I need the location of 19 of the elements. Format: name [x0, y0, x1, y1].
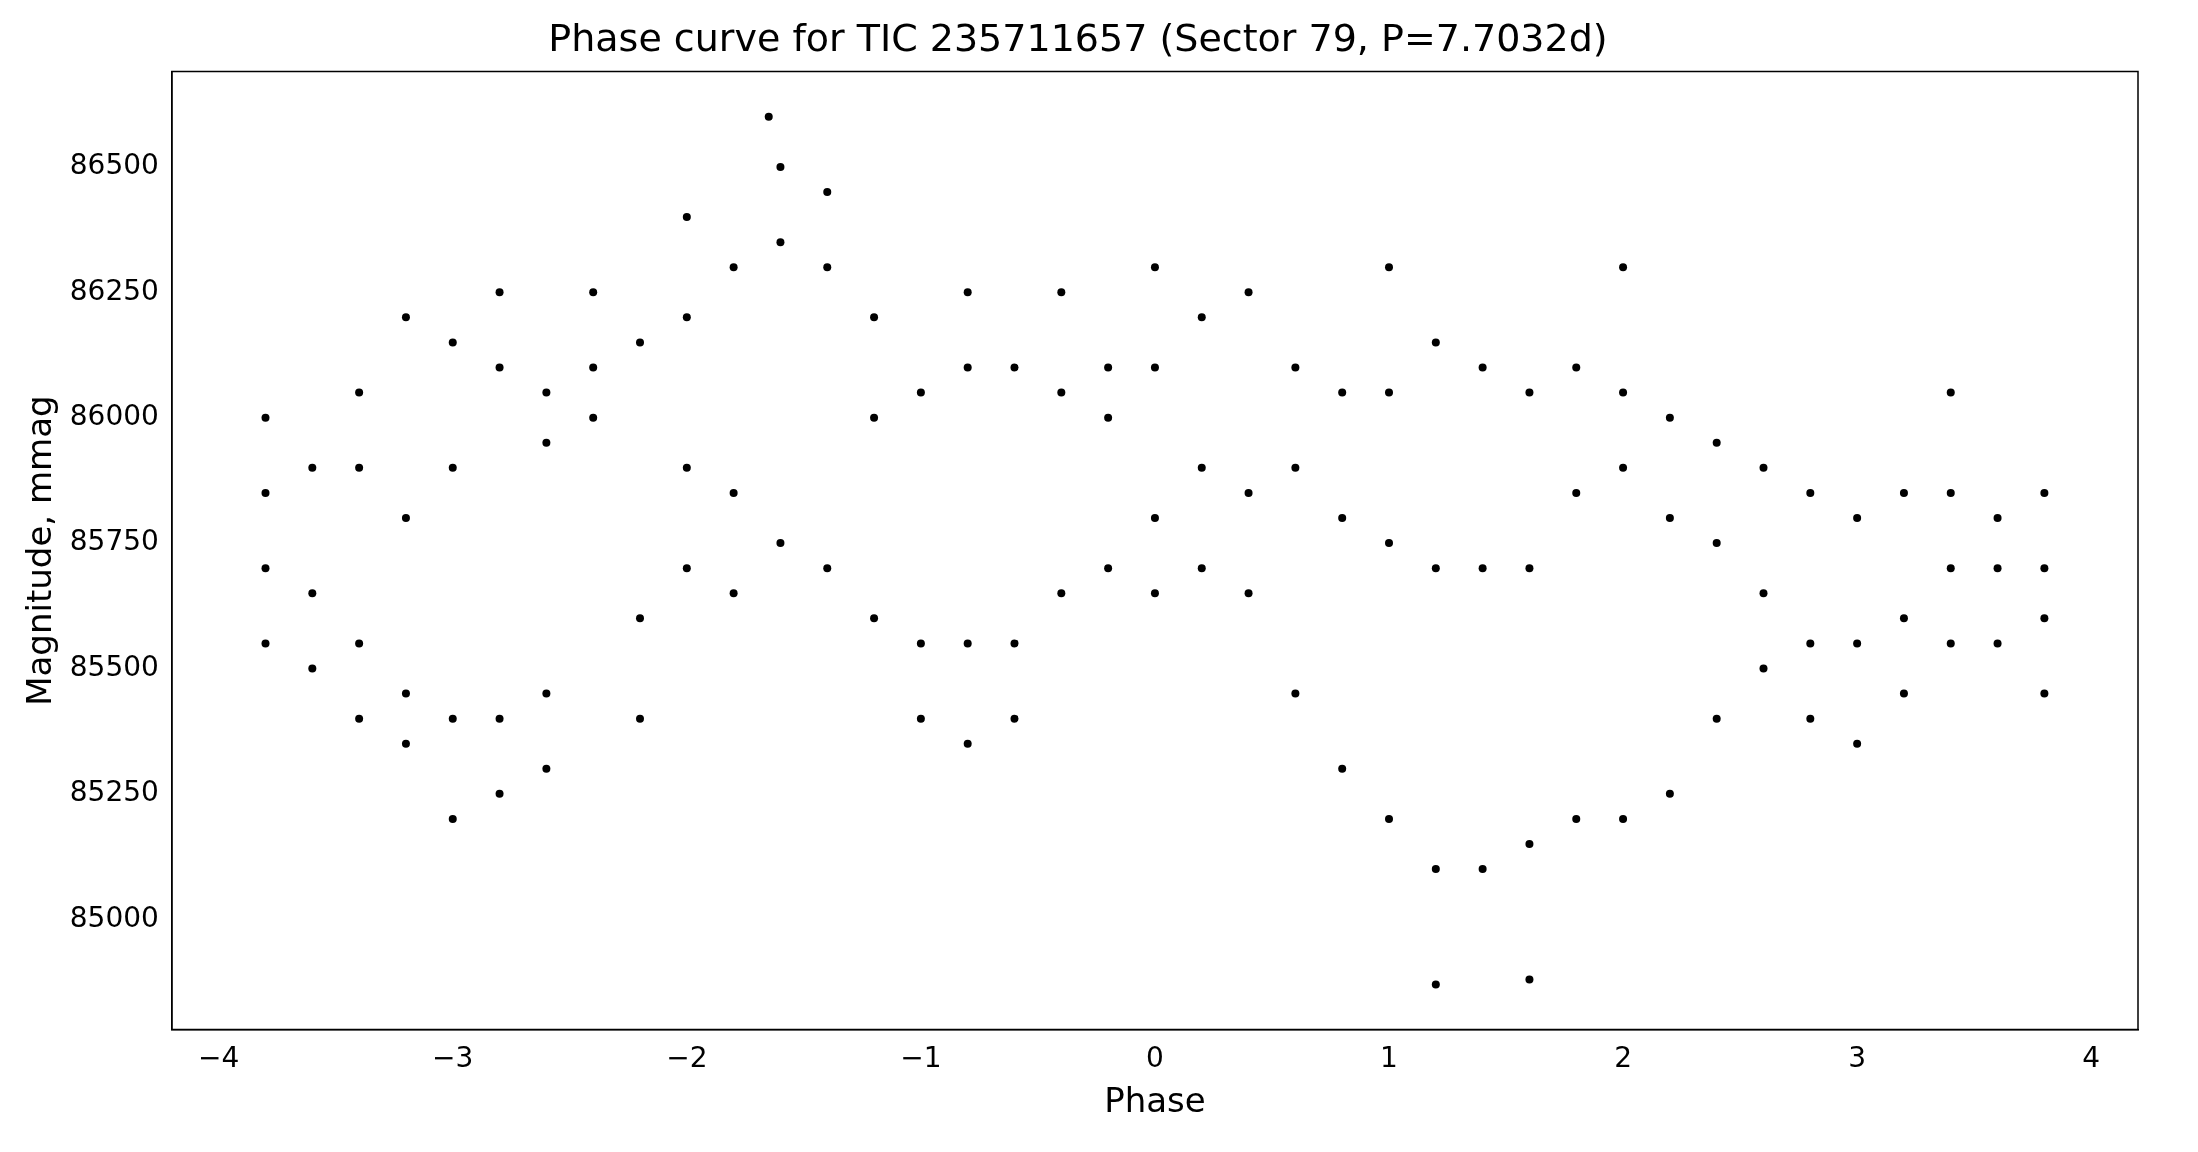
- x-tick-label: −1: [900, 1040, 942, 1074]
- y-tick-label: 85750: [69, 524, 159, 558]
- x-tick-label: −2: [666, 1040, 708, 1074]
- x-tick-label: 3: [1848, 1040, 1867, 1074]
- y-tick-label: 85000: [69, 900, 159, 934]
- x-tick-label: −4: [198, 1040, 240, 1074]
- y-tick-label: 86500: [69, 148, 159, 182]
- x-tick-label: 0: [1146, 1040, 1164, 1074]
- y-tick-label: 86250: [69, 273, 159, 307]
- y-tick-label: 86000: [69, 398, 159, 432]
- x-axis-title: Phase: [1104, 1080, 1206, 1121]
- y-tick-label: 85250: [69, 775, 159, 809]
- chart-title: Phase curve for TIC 235711657 (Sector 79, P=7.7032d): [548, 15, 1608, 60]
- x-tick-label: −3: [432, 1040, 474, 1074]
- y-axis-title: Magnitude, mmag: [19, 395, 60, 706]
- x-tick-label: 2: [1614, 1040, 1632, 1074]
- x-tick-label: 1: [1380, 1040, 1398, 1074]
- x-tick-label: 4: [2082, 1040, 2101, 1074]
- y-tick-label: 85500: [69, 649, 159, 683]
